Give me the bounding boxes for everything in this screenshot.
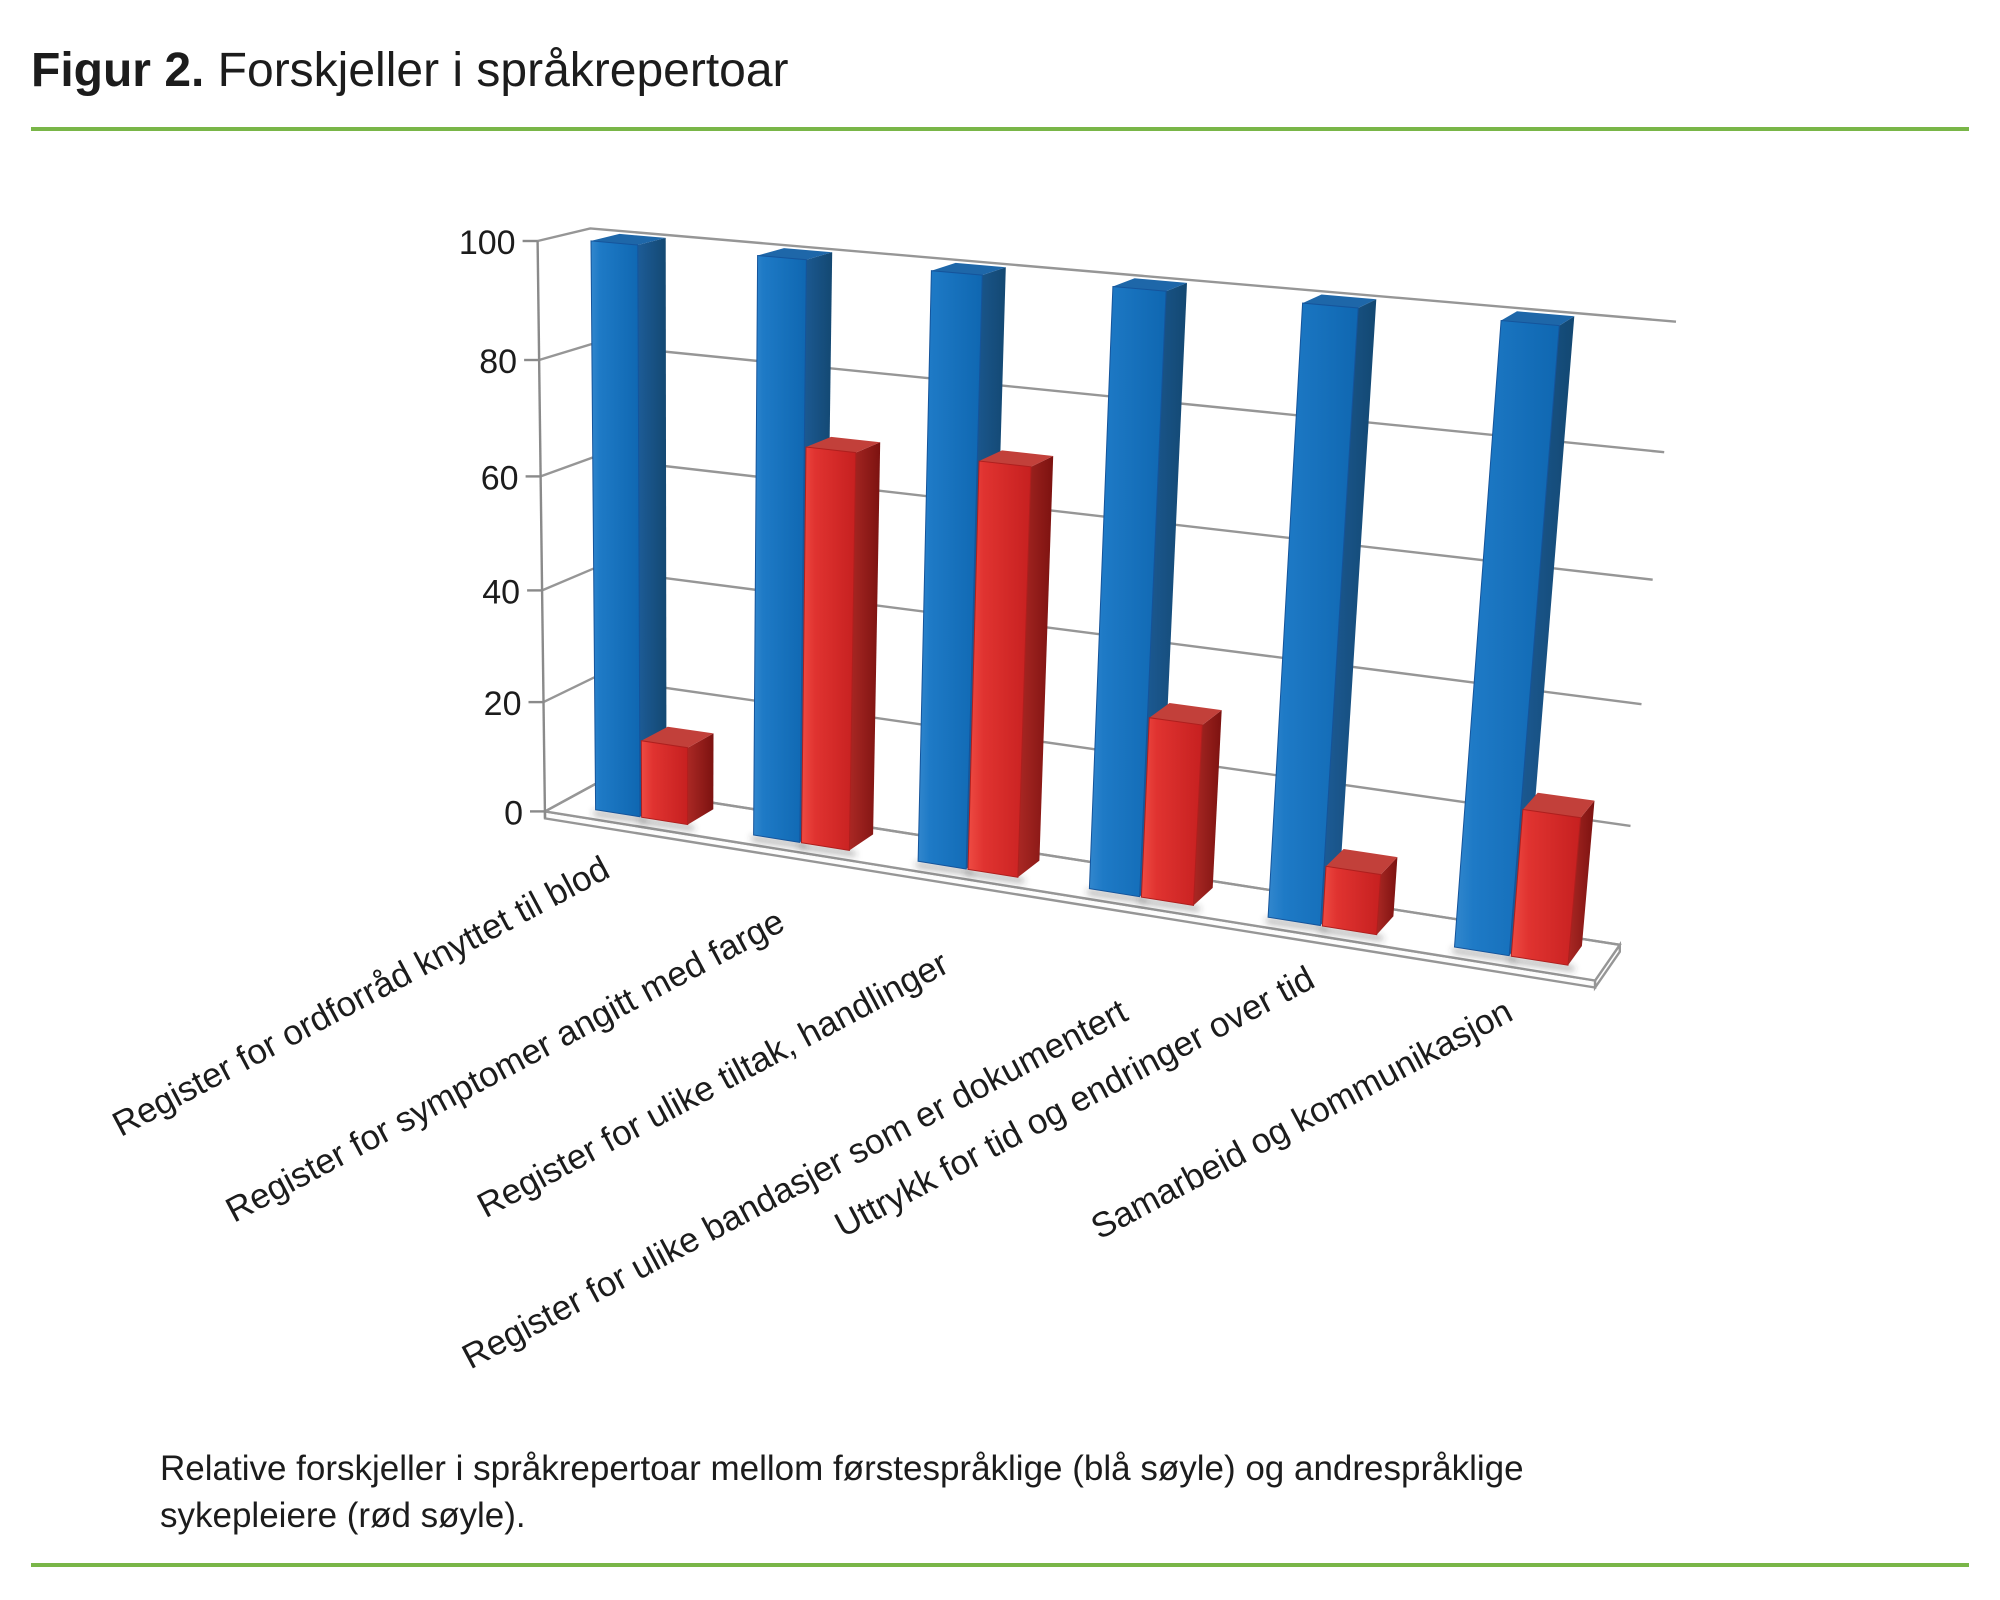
svg-text:Register for ordforråd knyttet: Register for ordforråd knyttet til blod bbox=[106, 849, 616, 1145]
svg-text:20: 20 bbox=[484, 685, 522, 723]
svg-text:Samarbeid og kommunikasjon: Samarbeid og kommunikasjon bbox=[1085, 992, 1519, 1247]
svg-text:80: 80 bbox=[479, 343, 517, 381]
svg-text:60: 60 bbox=[481, 459, 519, 497]
svg-text:100: 100 bbox=[459, 224, 516, 262]
svg-text:40: 40 bbox=[482, 573, 520, 611]
svg-text:0: 0 bbox=[504, 794, 523, 832]
